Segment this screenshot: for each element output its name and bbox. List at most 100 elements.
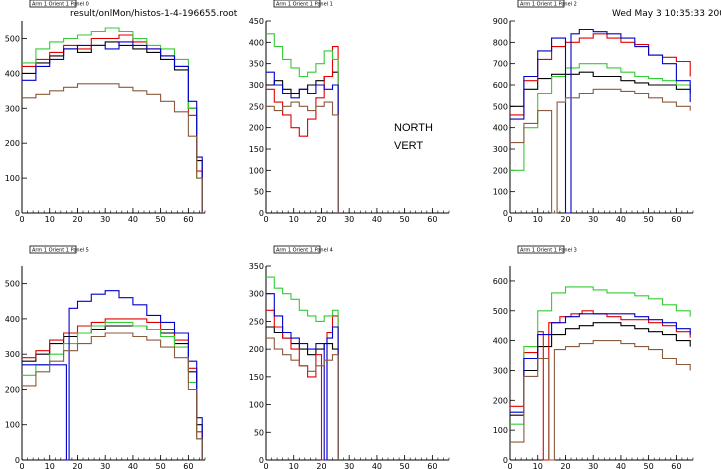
- vert-label: VERT: [394, 140, 423, 152]
- x-tick-label: 10: [45, 215, 55, 224]
- panel-title: Arm 1 Orient 1 Panel 3: [520, 248, 577, 254]
- y-tick-label: 400: [493, 337, 508, 346]
- x-tick-label: 40: [616, 215, 626, 224]
- x-tick-label: 30: [100, 462, 110, 469]
- file-path-label: result/onlMon/histos-1-4-196655.root: [70, 9, 238, 19]
- y-tick-label: 900: [493, 17, 508, 26]
- red-series-line: [510, 33, 691, 116]
- y-tick-label: 100: [493, 426, 508, 435]
- panel-title-box: [517, 245, 565, 254]
- x-tick-label: 0: [19, 215, 24, 224]
- x-tick-label: 60: [671, 462, 681, 469]
- blue-series-line: [22, 290, 203, 461]
- y-tick-label: 50: [254, 188, 264, 197]
- panel-title-box: [273, 0, 321, 8]
- red-series-line: [510, 310, 691, 461]
- y-tick-label: 100: [249, 166, 264, 175]
- panel-title: Arm 1 Orient 1 Panel 5: [32, 248, 89, 254]
- x-tick-label: 20: [72, 462, 82, 469]
- y-tick-label: 600: [493, 81, 508, 90]
- y-tick-label: 500: [493, 102, 508, 111]
- x-tick-label: 0: [263, 215, 268, 224]
- x-tick-label: 40: [128, 462, 138, 469]
- x-tick-label: 10: [533, 215, 543, 224]
- y-tick-label: 500: [5, 280, 20, 289]
- panel-title: Arm 1 Orient 1 Panel 4: [276, 248, 333, 254]
- x-tick-label: 20: [560, 462, 570, 469]
- histogram-panel: Arm 1 Orient 1 Panel 0 0 10 20 30 40 50 60 0 100 2…: [5, 0, 206, 224]
- y-tick-label: 600: [493, 277, 508, 286]
- x-tick-label: 30: [588, 215, 598, 224]
- y-tick-label: 200: [493, 396, 508, 405]
- y-tick-label: 200: [249, 124, 264, 133]
- y-tick-label: 350: [249, 60, 264, 69]
- y-tick-label: 450: [249, 17, 264, 26]
- y-tick-label: 800: [493, 38, 508, 47]
- histogram-panel: Arm 1 Orient 1 Panel 4 0 10 20 30 40 50 60 0 50 10…: [249, 245, 450, 469]
- black-series-line: [22, 41, 203, 213]
- red-series-line: [22, 34, 203, 213]
- timestamp-label: Wed May 3 10:35:33 2006: [612, 9, 721, 19]
- panel-title-box: [29, 0, 77, 8]
- y-tick-label: 100: [249, 401, 264, 410]
- x-tick-label: 60: [427, 215, 437, 224]
- y-tick-label: 100: [493, 188, 508, 197]
- x-tick-label: 40: [616, 462, 626, 469]
- black-series-line: [510, 322, 691, 416]
- y-tick-label: 200: [5, 139, 20, 148]
- x-tick-label: 40: [372, 215, 382, 224]
- y-tick-label: 0: [15, 456, 20, 465]
- x-tick-label: 40: [372, 462, 382, 469]
- x-tick-label: 60: [183, 462, 193, 469]
- x-tick-label: 20: [316, 215, 326, 224]
- brown-series-line: [22, 83, 203, 213]
- y-tick-label: 50: [254, 428, 264, 437]
- blue-series-line: [510, 28, 691, 214]
- x-tick-label: 10: [45, 462, 55, 469]
- x-tick-label: 50: [400, 462, 410, 469]
- y-tick-label: 200: [493, 166, 508, 175]
- x-tick-label: 60: [183, 215, 193, 224]
- red-series-line: [22, 318, 203, 460]
- y-tick-label: 200: [249, 345, 264, 354]
- x-tick-label: 50: [644, 462, 654, 469]
- blue-series-line: [266, 293, 339, 461]
- y-tick-label: 100: [5, 174, 20, 183]
- x-tick-label: 10: [533, 462, 543, 469]
- blue-series-line: [22, 41, 203, 213]
- brown-series-line: [266, 101, 339, 213]
- y-tick-label: 500: [5, 34, 20, 43]
- north-label: NORTH: [394, 122, 433, 134]
- x-tick-label: 0: [19, 462, 24, 469]
- panel-title: Arm 1 Orient 1 Panel 0: [32, 2, 89, 8]
- green-series-line: [22, 321, 203, 460]
- x-tick-label: 50: [644, 215, 654, 224]
- x-tick-label: 30: [344, 215, 354, 224]
- green-series-line: [266, 276, 339, 460]
- y-tick-label: 350: [249, 262, 264, 271]
- y-tick-label: 300: [5, 350, 20, 359]
- y-tick-label: 400: [5, 69, 20, 78]
- y-tick-label: 0: [503, 456, 508, 465]
- x-tick-label: 60: [427, 462, 437, 469]
- brown-series-line: [510, 340, 691, 461]
- y-tick-label: 200: [5, 385, 20, 394]
- panel-title-box: [273, 245, 321, 254]
- x-tick-label: 20: [560, 215, 570, 224]
- y-tick-label: 400: [493, 124, 508, 133]
- histogram-panel: Arm 1 Orient 1 Panel 1 0 10 20 30 40 50 60 0 50 10…: [249, 0, 450, 224]
- x-tick-label: 20: [72, 215, 82, 224]
- x-tick-label: 50: [156, 462, 166, 469]
- y-tick-label: 300: [249, 290, 264, 299]
- panel-title-box: [517, 0, 565, 8]
- y-tick-label: 0: [259, 456, 264, 465]
- y-tick-label: 300: [493, 366, 508, 375]
- y-tick-label: 250: [249, 102, 264, 111]
- x-tick-label: 30: [100, 215, 110, 224]
- y-tick-label: 700: [493, 60, 508, 69]
- black-series-line: [266, 71, 339, 213]
- x-tick-label: 50: [156, 215, 166, 224]
- x-tick-label: 10: [289, 215, 299, 224]
- histogram-panel: Arm 1 Orient 1 Panel 5 0 10 20 30 40 50 60 0 100 2…: [5, 245, 206, 469]
